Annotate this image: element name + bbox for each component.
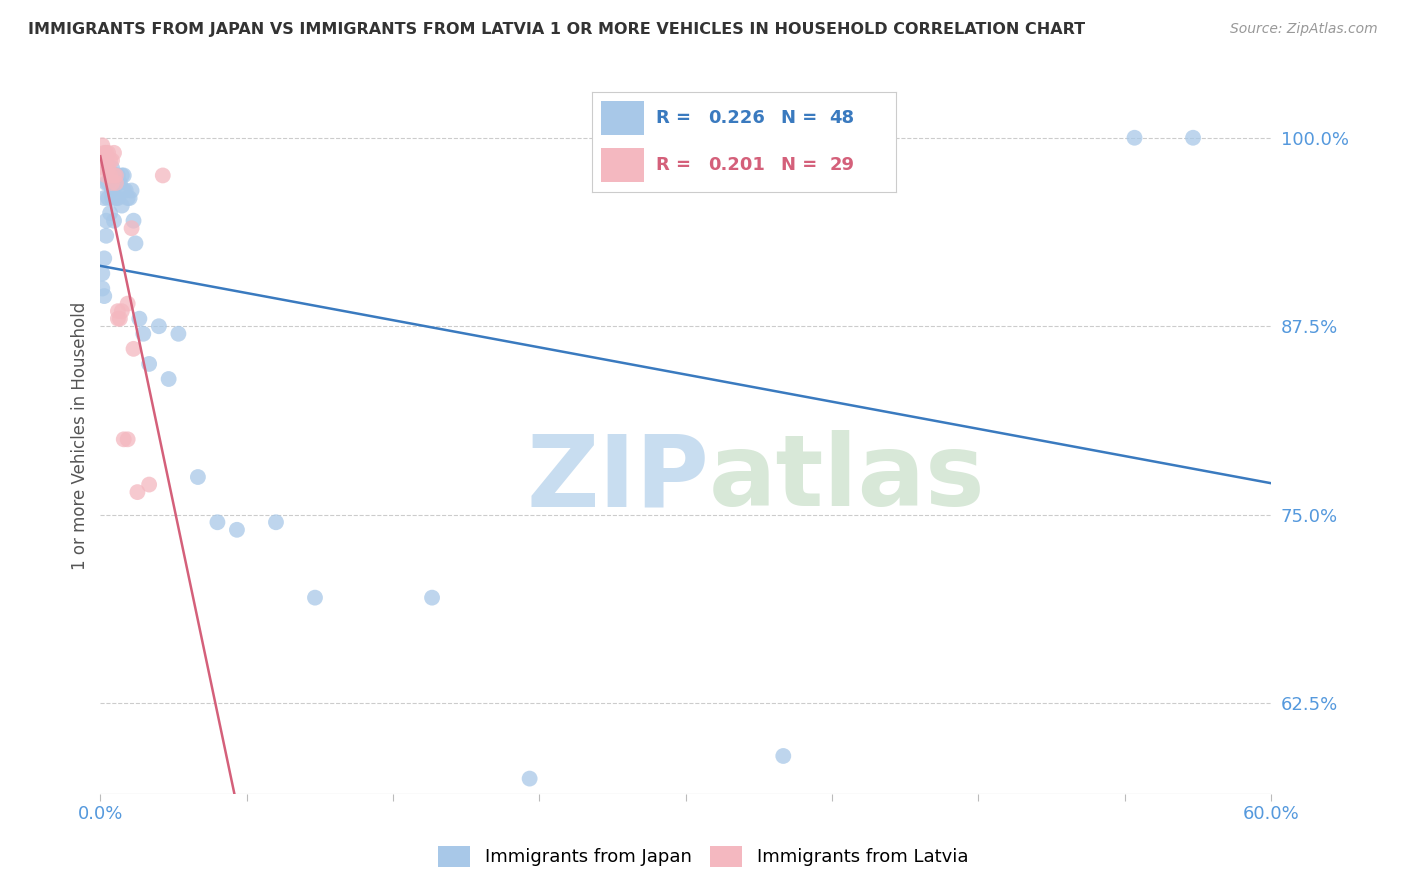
- Point: [1182, 130, 1205, 145]
- Point: [104, 169, 127, 183]
- Point: [93, 191, 115, 205]
- Text: IMMIGRANTS FROM JAPAN VS IMMIGRANTS FROM LATVIA 1 OR MORE VEHICLES IN HOUSEHOLD : IMMIGRANTS FROM JAPAN VS IMMIGRANTS FROM…: [28, 22, 1085, 37]
- Point: [128, 311, 150, 326]
- Point: [108, 176, 131, 190]
- Point: [101, 153, 124, 168]
- Text: atlas: atlas: [709, 430, 986, 527]
- Point: [117, 191, 139, 205]
- Text: ZIP: ZIP: [526, 430, 709, 527]
- Point: [98, 153, 121, 168]
- Point: [157, 372, 180, 386]
- Point: [97, 176, 120, 190]
- Point: [122, 342, 145, 356]
- Point: [107, 191, 129, 205]
- Point: [101, 176, 124, 190]
- Legend: Immigrants from Japan, Immigrants from Latvia: Immigrants from Japan, Immigrants from L…: [430, 838, 976, 874]
- Y-axis label: 1 or more Vehicles in Household: 1 or more Vehicles in Household: [72, 301, 89, 570]
- Point: [226, 523, 249, 537]
- Point: [122, 213, 145, 227]
- Point: [103, 213, 125, 227]
- Point: [121, 184, 143, 198]
- Point: [111, 199, 134, 213]
- Point: [104, 169, 127, 183]
- Point: [117, 296, 139, 310]
- Point: [103, 176, 125, 190]
- Point: [107, 311, 129, 326]
- Point: [114, 184, 136, 198]
- Point: [91, 138, 114, 153]
- Point: [112, 169, 135, 183]
- Point: [111, 304, 134, 318]
- Point: [124, 236, 146, 251]
- Point: [107, 169, 129, 183]
- Point: [127, 485, 149, 500]
- Point: [772, 749, 794, 764]
- Point: [104, 191, 127, 205]
- Point: [420, 591, 443, 605]
- Point: [148, 319, 170, 334]
- Point: [93, 289, 115, 303]
- Point: [101, 191, 124, 205]
- Point: [96, 213, 118, 227]
- Point: [103, 145, 125, 160]
- Point: [98, 206, 121, 220]
- Point: [97, 161, 120, 175]
- Point: [96, 176, 118, 190]
- Point: [121, 221, 143, 235]
- Point: [96, 228, 118, 243]
- Point: [117, 433, 139, 447]
- Point: [101, 184, 124, 198]
- Point: [138, 357, 160, 371]
- Point: [138, 477, 160, 491]
- Point: [98, 169, 121, 183]
- Point: [187, 470, 209, 484]
- Point: [96, 169, 118, 183]
- Point: [1123, 130, 1146, 145]
- Point: [93, 145, 115, 160]
- Point: [96, 145, 118, 160]
- Point: [103, 169, 125, 183]
- Point: [519, 772, 541, 786]
- Point: [107, 304, 129, 318]
- Point: [96, 153, 118, 168]
- Point: [111, 169, 134, 183]
- Point: [97, 191, 120, 205]
- Point: [167, 326, 190, 341]
- Point: [98, 169, 121, 183]
- Point: [304, 591, 326, 605]
- Point: [91, 153, 114, 168]
- Point: [152, 169, 174, 183]
- Point: [112, 184, 135, 198]
- Point: [264, 515, 287, 529]
- Text: Source: ZipAtlas.com: Source: ZipAtlas.com: [1230, 22, 1378, 37]
- Point: [93, 161, 115, 175]
- Point: [108, 311, 131, 326]
- Point: [91, 267, 114, 281]
- Point: [118, 191, 141, 205]
- Point: [207, 515, 229, 529]
- Point: [93, 252, 115, 266]
- Point: [91, 281, 114, 295]
- Point: [97, 145, 120, 160]
- Point: [104, 176, 127, 190]
- Point: [112, 433, 135, 447]
- Point: [101, 161, 124, 175]
- Point: [132, 326, 155, 341]
